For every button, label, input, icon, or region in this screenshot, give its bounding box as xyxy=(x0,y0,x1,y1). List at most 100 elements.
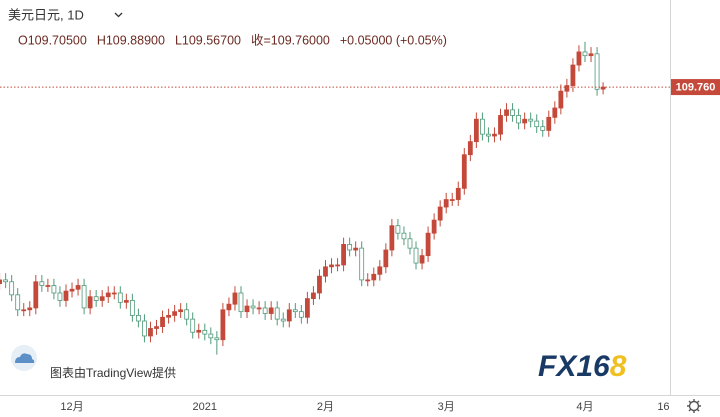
candle-body xyxy=(594,53,600,90)
candle-body xyxy=(479,118,485,135)
candle-body xyxy=(27,307,33,311)
candle-body xyxy=(407,238,413,249)
candle-body xyxy=(371,273,377,281)
candle-body xyxy=(286,309,292,322)
candle-body xyxy=(45,285,51,287)
candle-body xyxy=(184,309,190,320)
candle-body xyxy=(232,292,238,305)
candle-body xyxy=(389,225,395,251)
candle-body xyxy=(105,292,111,298)
candle-body xyxy=(534,120,540,128)
candle-body xyxy=(214,337,220,341)
tradingview-credit[interactable]: 图表由TradingView提供 xyxy=(11,345,176,380)
candle-body xyxy=(268,307,274,314)
candle-body xyxy=(274,307,280,320)
candle-body xyxy=(3,279,9,283)
candle-body xyxy=(57,292,63,301)
interval-chevron[interactable] xyxy=(114,12,123,18)
candle-body xyxy=(87,296,93,309)
candle-body xyxy=(492,133,497,137)
candle-body xyxy=(558,90,564,109)
candle-body xyxy=(262,307,268,314)
candle-body xyxy=(202,329,208,335)
candle-body xyxy=(323,266,328,277)
candle-body xyxy=(582,51,588,57)
candle-body xyxy=(383,249,389,268)
candle-body xyxy=(160,316,165,328)
candle-body xyxy=(431,219,437,234)
ohlc-item: L109.56700 xyxy=(175,33,241,47)
settings-gear[interactable] xyxy=(687,399,701,413)
ohlc-item: H109.88900 xyxy=(97,33,165,47)
candle-body xyxy=(564,85,570,92)
candle-body xyxy=(304,298,310,318)
candle-body xyxy=(353,247,359,251)
candle-body xyxy=(425,232,431,257)
candle-body xyxy=(552,107,558,118)
candle-body xyxy=(244,305,250,313)
candle-body xyxy=(510,109,515,116)
cloud-icon xyxy=(15,353,35,363)
candle-body xyxy=(256,307,262,310)
candle-body xyxy=(395,225,401,234)
candle-body xyxy=(9,281,15,296)
candle-body xyxy=(123,300,129,303)
candle-body xyxy=(93,296,99,301)
candle-body xyxy=(111,292,117,295)
candle-body xyxy=(33,281,39,309)
candle-body xyxy=(280,318,286,322)
candle-body xyxy=(359,247,365,281)
candle-body xyxy=(117,292,123,303)
candle-body xyxy=(498,115,503,135)
candle-body xyxy=(129,300,135,316)
candle-body xyxy=(142,320,147,337)
candle-body xyxy=(486,133,491,137)
candle-body xyxy=(298,311,304,318)
candle-body xyxy=(413,247,419,264)
candle-body xyxy=(377,266,383,275)
ohlc-item: +0.05000 (+0.05%) xyxy=(340,33,447,47)
candle-body xyxy=(99,296,105,301)
x-tick-label: 4月 xyxy=(576,401,593,413)
candle-body xyxy=(292,309,298,313)
candle-body xyxy=(401,232,407,240)
candle-body xyxy=(449,199,455,201)
candle-body xyxy=(226,303,232,311)
candle-body xyxy=(516,115,522,124)
symbol-title[interactable]: 美元日元, 1D xyxy=(8,7,84,22)
x-tick-label: 16 xyxy=(657,401,669,413)
candle-body xyxy=(190,318,196,333)
candle-body xyxy=(311,292,316,299)
candle-body xyxy=(540,126,546,131)
candle-body xyxy=(196,329,202,333)
candle-body xyxy=(75,285,81,290)
candle-body xyxy=(576,51,582,66)
credit-text[interactable]: 图表由TradingView提供 xyxy=(50,365,176,380)
candle-body xyxy=(148,328,153,337)
logo-part: FX16 xyxy=(538,350,610,383)
candle-body xyxy=(172,311,178,316)
candle-body xyxy=(522,118,528,124)
candle-body xyxy=(329,264,334,268)
candle-body xyxy=(570,64,576,86)
ohlc-item: O109.70500 xyxy=(18,33,87,47)
candle-body xyxy=(546,116,552,131)
gear-teeth xyxy=(687,399,701,413)
candle-body xyxy=(419,255,425,264)
x-tick-label: 12月 xyxy=(60,401,83,413)
ohlc-legend: O109.70500 H109.88900 L109.56700 收=109.7600… xyxy=(18,33,447,47)
price-label-bg xyxy=(671,79,720,96)
candle-body xyxy=(504,109,509,116)
candle-body xyxy=(178,309,184,313)
candle-body xyxy=(51,285,57,294)
candle-body xyxy=(220,309,226,341)
logo-text: FX168 xyxy=(538,350,627,383)
candle-body xyxy=(63,290,69,301)
candle-body xyxy=(250,305,256,309)
candle-body xyxy=(39,281,45,286)
candle-body xyxy=(528,118,534,122)
plot-area xyxy=(0,41,606,355)
candle-body xyxy=(467,141,473,156)
